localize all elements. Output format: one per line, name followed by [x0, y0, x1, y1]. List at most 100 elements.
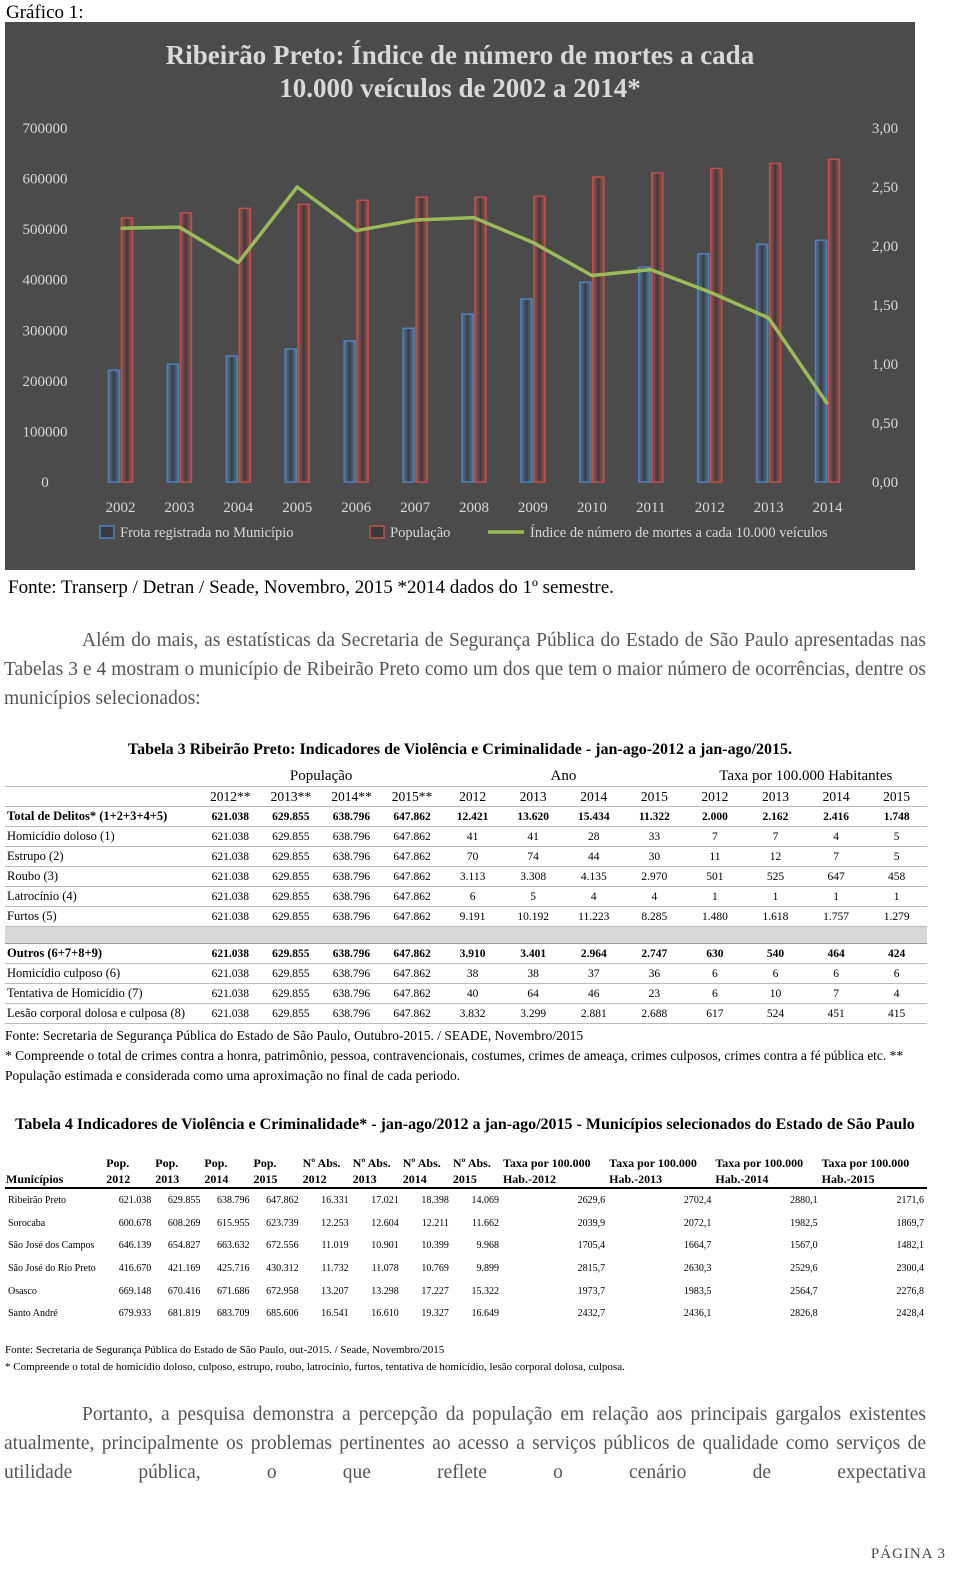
column-header: 2014**	[321, 786, 382, 807]
row-label: Lesão corporal dolosa e culposa (8)	[5, 1003, 200, 1024]
bar	[709, 167, 723, 483]
y-tick-label: 400000	[23, 273, 68, 289]
column-header: Nº Abs. 2014	[401, 1155, 452, 1189]
cell: 16.649	[471, 1308, 499, 1320]
cell: 540	[745, 943, 806, 964]
cell: 2432,7	[577, 1308, 606, 1320]
cell: 41	[502, 826, 564, 847]
column-header: Pop. 2014	[203, 1155, 253, 1189]
table-title: Tabela 3 Ribeirão Preto: Indicadores de …	[127, 741, 793, 758]
bar	[533, 195, 546, 483]
cell: 638.796	[321, 983, 382, 1004]
header-cell	[5, 767, 200, 787]
cell: 11.223	[563, 906, 625, 927]
row-label: Latrocínio (4)	[5, 886, 200, 907]
cell: 647.862	[266, 1194, 299, 1206]
cell: 10.192	[502, 906, 564, 927]
column-header: 2013**	[260, 786, 322, 807]
cell: 623.739	[266, 1217, 299, 1229]
cell: 2629,6	[577, 1194, 606, 1206]
cell: 647.862	[381, 963, 443, 984]
cell: 2300,4	[896, 1262, 925, 1274]
cell: 19.327	[421, 1308, 449, 1320]
cell: 621.038	[200, 1003, 261, 1024]
cell: 74	[502, 846, 564, 867]
cell: 638.796	[321, 826, 382, 847]
column-header: 2015	[866, 786, 927, 807]
cell: 525	[745, 866, 806, 887]
y-tick-label: 500000	[23, 222, 68, 238]
table: Municípios Pop. 2012 Pop. 2013 Pop. 2014 Pop…	[5, 1155, 927, 1325]
table-row: São José do Rio Preto 416.670 421.169 425.7…	[5, 1257, 927, 1280]
column-header: 2012**	[200, 786, 261, 807]
cell: 647.862	[381, 1003, 443, 1024]
chart-title: Ribeirão Preto: Índice de número de mort…	[166, 40, 755, 70]
cell: 1	[745, 886, 806, 907]
group-header: Ano	[442, 767, 685, 787]
x-tick-label: 2009	[518, 500, 548, 516]
cell: 430.312	[266, 1262, 299, 1274]
cell: 2826,8	[790, 1308, 818, 1320]
cell: 11.019	[321, 1240, 349, 1252]
x-tick-label: 2006	[341, 500, 372, 516]
cell: 1705,4	[577, 1240, 606, 1252]
bar	[238, 207, 252, 483]
bar	[651, 172, 664, 483]
cell: 2428,4	[896, 1308, 925, 1320]
column-header: Taxa por 100.000 Hab.-2012	[501, 1155, 609, 1189]
cell: 629.855	[260, 983, 322, 1004]
cell: 2.964	[563, 943, 625, 964]
cell: 17.227	[421, 1285, 449, 1297]
cell: 40	[442, 983, 503, 1004]
cell: 621.038	[200, 943, 261, 964]
cell: 23	[624, 983, 685, 1004]
column-header: Taxa por 100.000 Hab.-2015	[820, 1155, 927, 1189]
cell: 638.796	[321, 1003, 382, 1024]
cell: 38	[502, 963, 564, 984]
cell: 4	[805, 826, 867, 847]
cell: 15.434	[563, 806, 625, 827]
cell: 615.955	[216, 1217, 250, 1229]
column-header: Nº Abs. 2013	[351, 1155, 402, 1189]
cell: 608.269	[167, 1217, 201, 1229]
cell: 2.747	[624, 943, 685, 964]
cell: 11.732	[321, 1262, 349, 1274]
cell: 5	[502, 886, 564, 907]
table-notes: Fonte: Secretaria de Segurança Pública d…	[5, 1026, 930, 1086]
cell: 621.038	[200, 846, 261, 867]
cell: 12.211	[421, 1217, 449, 1229]
cell: 6	[745, 963, 806, 984]
cell: 3.910	[442, 943, 503, 964]
column-header: Pop. 2013	[154, 1155, 204, 1189]
table-row: Santo André 679.933 681.819 683.709 685.606 1…	[5, 1302, 927, 1325]
bar	[284, 348, 297, 483]
cell: 2171,6	[896, 1194, 925, 1206]
cell: 15.322	[471, 1285, 499, 1297]
cell: 41	[442, 826, 503, 847]
cell: 11	[684, 846, 746, 867]
x-tick-label: 2004	[223, 500, 254, 516]
cell: 621.038	[200, 866, 261, 887]
cell: 638.796	[321, 806, 382, 827]
cell: 9.191	[442, 906, 503, 927]
cell: 18.398	[421, 1194, 449, 1206]
row-label: Total de Delitos* (1+2+3+4+5)	[5, 806, 200, 827]
row-label: Outros (6+7+8+9)	[5, 943, 200, 964]
bar	[768, 162, 782, 483]
x-tick-label: 2014	[813, 500, 844, 516]
page-number: PÁGINA 3	[870, 1546, 946, 1562]
cell: 37	[563, 963, 625, 984]
column-header: 2013	[502, 786, 564, 807]
row-label: Tentativa de Homicídio (7)	[5, 983, 200, 1004]
cell: 458	[866, 866, 927, 887]
x-tick-label: 2010	[577, 500, 607, 516]
cell: 647.862	[381, 886, 443, 907]
cell: 10.901	[371, 1240, 399, 1252]
cell: 621.038	[118, 1194, 152, 1206]
table-row: Roubo (3) 621.038 629.855 638.796 647.862 3.1…	[5, 866, 927, 887]
cell: 1869,7	[896, 1217, 925, 1229]
column-header: Taxa por 100.000 Hab.-2013	[608, 1155, 715, 1189]
cell: 2436,1	[683, 1308, 712, 1320]
cell: 629.855	[260, 886, 322, 907]
note: Fonte: Secretaria de Segurança Pública d…	[5, 1344, 445, 1356]
